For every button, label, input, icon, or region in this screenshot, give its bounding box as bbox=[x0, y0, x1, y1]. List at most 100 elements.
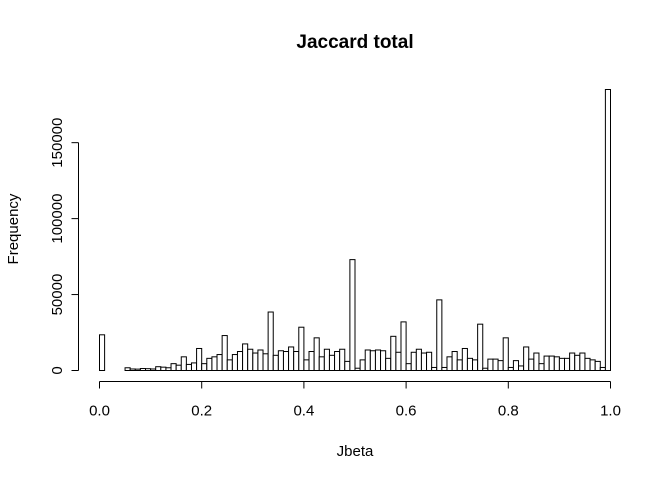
histogram-bar bbox=[426, 351, 433, 371]
histogram-bar bbox=[456, 359, 463, 371]
histogram-bar bbox=[589, 359, 596, 371]
histogram-bar bbox=[507, 366, 514, 371]
histogram-bar bbox=[267, 311, 274, 371]
histogram-bar bbox=[247, 348, 254, 371]
histogram-bar bbox=[129, 368, 136, 372]
histogram-bar bbox=[334, 351, 341, 372]
histogram-bar bbox=[303, 359, 310, 371]
histogram-bar bbox=[533, 352, 540, 371]
histogram-bar bbox=[139, 368, 146, 371]
histogram-bar bbox=[512, 360, 520, 372]
x-tick-label: 0.0 bbox=[89, 403, 110, 420]
histogram-bar bbox=[482, 367, 489, 372]
histogram-bar bbox=[349, 259, 356, 371]
histogram-bar bbox=[584, 357, 591, 372]
histogram-bar bbox=[492, 358, 499, 371]
y-tick-label: 50000 bbox=[49, 274, 66, 316]
histogram-bar bbox=[134, 368, 141, 372]
histogram-bar bbox=[180, 356, 187, 371]
histogram-bar bbox=[436, 299, 443, 371]
histogram-bar bbox=[354, 367, 361, 372]
histogram-bar bbox=[257, 349, 264, 371]
histogram-bar bbox=[298, 326, 305, 371]
histogram-bar bbox=[262, 353, 269, 372]
histogram-bar bbox=[441, 366, 448, 371]
histogram-bar bbox=[252, 352, 259, 371]
histogram-bar bbox=[201, 363, 208, 372]
histogram-bar bbox=[395, 351, 402, 371]
histogram-bar bbox=[497, 360, 504, 372]
histogram-bar bbox=[518, 365, 525, 372]
histogram-bar bbox=[543, 355, 550, 372]
y-tick-label: 0 bbox=[49, 366, 66, 374]
histogram-bar bbox=[523, 346, 530, 371]
y-tick-label: 150000 bbox=[49, 118, 66, 168]
histogram-bar bbox=[574, 354, 581, 371]
histogram-bar bbox=[313, 337, 320, 371]
histogram-bar bbox=[185, 363, 192, 372]
chart-title: Jaccard total bbox=[296, 32, 413, 53]
histogram-bar bbox=[277, 350, 284, 371]
histogram-bar bbox=[451, 351, 458, 372]
histogram-bar bbox=[359, 359, 366, 371]
histogram-bar bbox=[282, 351, 290, 372]
histogram-bar bbox=[231, 354, 238, 371]
histogram-bar bbox=[420, 352, 428, 371]
histogram-bar bbox=[150, 368, 157, 372]
histogram-bar bbox=[323, 348, 330, 371]
histogram-bar bbox=[405, 363, 412, 372]
histogram-bar bbox=[328, 354, 336, 371]
x-axis-label: Jbeta bbox=[337, 443, 374, 460]
histogram-bar bbox=[380, 350, 387, 371]
histogram-bar bbox=[461, 347, 468, 372]
histogram-bar bbox=[196, 347, 203, 372]
histogram-bar bbox=[548, 355, 555, 372]
x-tick-label: 0.2 bbox=[191, 403, 212, 420]
histogram-bar bbox=[502, 337, 509, 371]
histogram-bar bbox=[431, 366, 438, 371]
bars-group bbox=[99, 89, 612, 372]
histogram-bar bbox=[400, 321, 407, 372]
histogram-bar bbox=[211, 356, 218, 371]
histogram-bar bbox=[569, 352, 576, 371]
histogram-bar bbox=[288, 346, 295, 371]
histogram-bar bbox=[226, 359, 233, 371]
y-axis-label: Frequency bbox=[5, 193, 22, 264]
histogram-bar bbox=[553, 356, 560, 371]
histogram-bar bbox=[446, 356, 453, 371]
histogram-bar bbox=[410, 351, 417, 371]
x-axis: 0.0 0.2 0.4 0.6 0.8 1.0 bbox=[89, 381, 621, 420]
histogram-bar bbox=[487, 358, 494, 371]
histogram-bar bbox=[160, 366, 167, 372]
histogram-bar bbox=[594, 360, 601, 372]
y-axis: 0 50000 100000 150000 bbox=[49, 118, 79, 375]
histogram-bar bbox=[170, 363, 177, 372]
histogram-bar bbox=[99, 334, 106, 371]
histogram-bar bbox=[579, 352, 586, 371]
histogram-bar bbox=[364, 349, 371, 371]
histogram-bar bbox=[165, 367, 172, 371]
histogram-bar bbox=[221, 335, 228, 371]
x-tick-label: 0.6 bbox=[396, 403, 417, 420]
histogram-bar bbox=[242, 343, 249, 372]
histogram-bar bbox=[564, 357, 571, 372]
histogram-bar bbox=[477, 323, 484, 372]
histogram-bar bbox=[385, 357, 392, 372]
histogram-bar bbox=[124, 367, 131, 371]
histogram-bar bbox=[415, 348, 422, 371]
x-tick-label: 0.4 bbox=[293, 403, 314, 420]
histogram-bar bbox=[308, 351, 315, 372]
histogram-bar bbox=[293, 351, 300, 372]
x-tick-label: 1.0 bbox=[600, 403, 621, 420]
histogram-bar bbox=[155, 366, 162, 372]
histogram-bar bbox=[390, 335, 397, 372]
y-tick-label: 100000 bbox=[49, 194, 66, 244]
histogram-bar bbox=[369, 350, 376, 371]
histogram-bar bbox=[206, 357, 213, 372]
histogram-bar bbox=[558, 357, 566, 372]
histogram-bar bbox=[599, 366, 606, 371]
histogram-bar bbox=[236, 351, 244, 372]
histogram-bar bbox=[604, 89, 612, 371]
histogram-bar bbox=[344, 360, 351, 372]
histogram-bar bbox=[175, 364, 182, 371]
